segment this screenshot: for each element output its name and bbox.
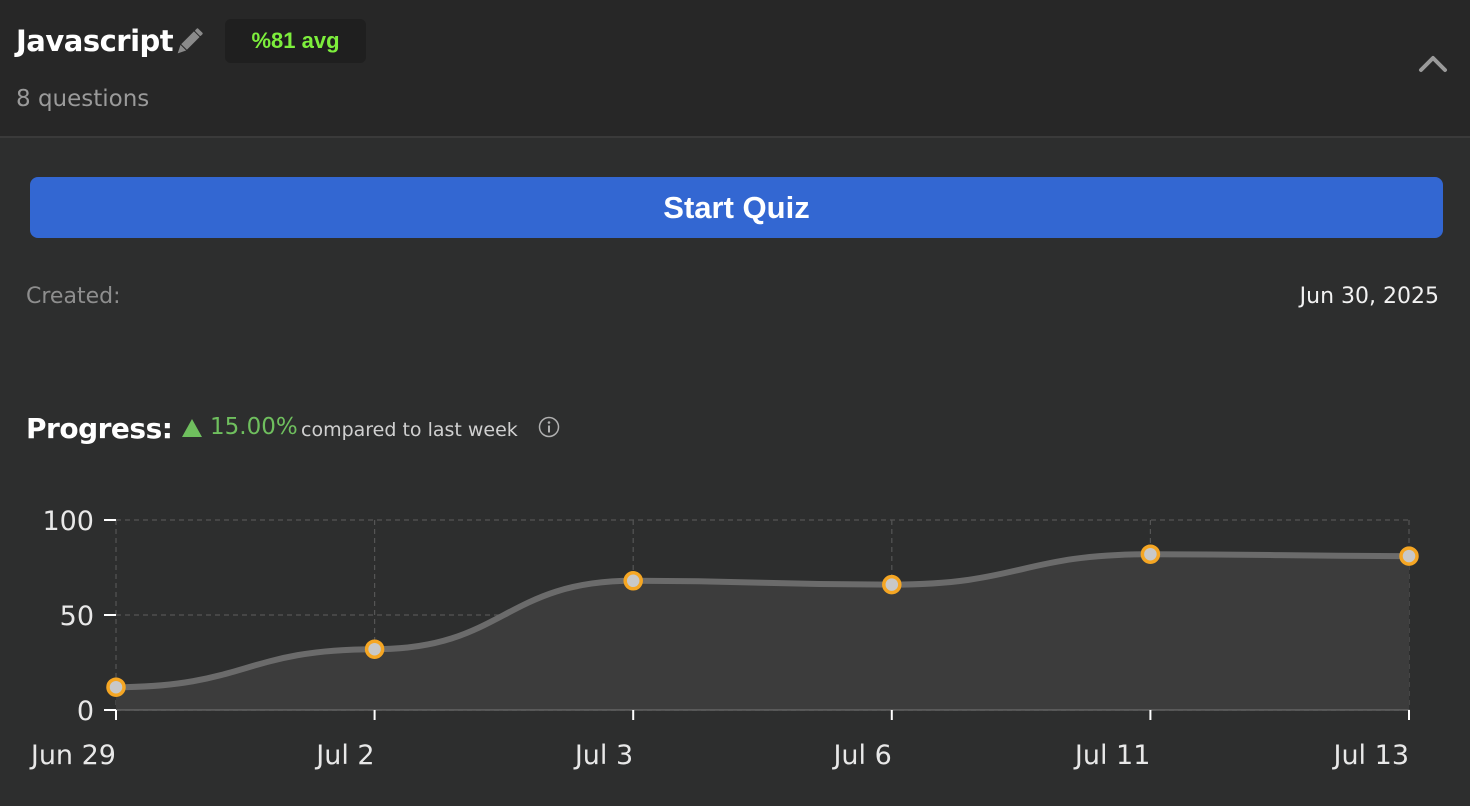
x-tick-label: Jul 3 [573, 740, 633, 771]
x-tick-label: Jul 11 [1073, 740, 1151, 771]
data-point [882, 574, 902, 595]
y-tick-label: 50 [60, 601, 94, 632]
data-point [1399, 546, 1419, 566]
average-score-badge: %81 avg [225, 19, 366, 63]
x-tick-label: Jul 13 [1331, 740, 1409, 771]
area-fill [116, 554, 1409, 710]
data-point [1140, 544, 1161, 564]
x-tick-label: Jun 29 [29, 740, 116, 771]
trend-up-arrow-icon [181, 418, 203, 438]
created-label: Created: [26, 284, 121, 309]
info-icon[interactable] [538, 416, 560, 438]
progress-label: Progress: [26, 412, 173, 445]
x-tick-label: Jul 2 [314, 740, 374, 771]
data-point [623, 571, 643, 591]
quiz-header[interactable]: Javascript %81 avg 8 questions [0, 0, 1470, 138]
question-count: 8 questions [16, 86, 150, 112]
data-point [364, 639, 385, 659]
series-line [113, 551, 1412, 691]
y-tick-label: 100 [42, 506, 94, 537]
pencil-icon[interactable] [171, 24, 207, 60]
quiz-title: Javascript [16, 24, 174, 58]
created-date: Jun 30, 2025 [1299, 284, 1439, 309]
chevron-up-icon[interactable] [1416, 48, 1450, 78]
trend-percent: 15.00% [210, 414, 298, 440]
y-tick-label: 0 [77, 696, 94, 727]
data-point [106, 677, 126, 697]
start-quiz-button[interactable]: Start Quiz [30, 177, 1443, 238]
trend-description: compared to last week [301, 419, 518, 441]
progress-chart: 0 50 100 Jun 29 Jul 2 Jul 3 Jul 6 Jul 11 Jul 13 [29, 506, 1419, 771]
x-tick-label: Jul 6 [831, 740, 891, 771]
